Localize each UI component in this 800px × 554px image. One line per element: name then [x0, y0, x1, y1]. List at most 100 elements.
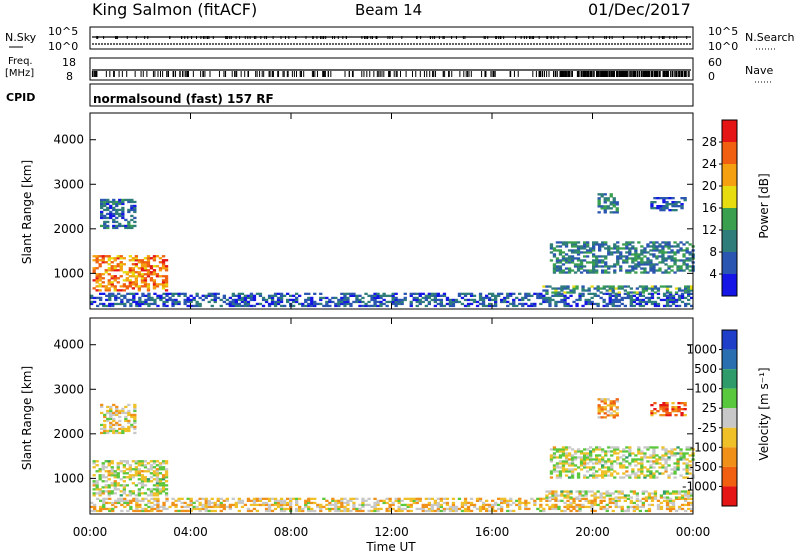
data-cell: [652, 448, 656, 451]
data-cell: [549, 259, 554, 262]
data-cell: [388, 505, 392, 509]
data-cell: [668, 499, 673, 502]
data-cell: [656, 289, 661, 292]
data-cell: [592, 474, 596, 477]
data-cell: [581, 494, 585, 497]
data-cell: [623, 296, 627, 300]
data-cell: [261, 497, 266, 500]
data-cell: [664, 458, 668, 461]
data-cell: [566, 296, 570, 300]
data-cell: [115, 431, 119, 435]
data-cell: [567, 249, 572, 252]
data-cell: [161, 468, 166, 471]
data-cell: [545, 490, 549, 493]
data-cell: [322, 505, 326, 509]
data-cell: [649, 261, 653, 264]
data-cell: [195, 300, 199, 304]
data-cell: [162, 300, 166, 304]
data-cell: [606, 207, 610, 210]
data-cell: [445, 296, 450, 300]
data-cell: [110, 460, 114, 463]
data-cell: [144, 302, 148, 306]
data-cell: [670, 257, 674, 260]
data-cell: [637, 255, 641, 258]
data-cell: [107, 269, 111, 272]
data-cell: [162, 292, 166, 295]
data-cell: [578, 296, 582, 300]
data-cell: [595, 456, 599, 459]
data-cell: [584, 289, 588, 292]
data-cell: [542, 507, 546, 511]
data-cell: [533, 292, 537, 295]
data-cell: [564, 452, 569, 455]
data-cell: [674, 406, 678, 409]
data-cell: [656, 292, 661, 295]
data-cell: [373, 304, 377, 308]
data-cell: [631, 247, 635, 250]
data-cell: [107, 474, 111, 477]
data-cell: [673, 452, 677, 455]
data-cell: [133, 210, 137, 214]
data-cell: [460, 509, 465, 513]
data-cell: [647, 509, 652, 513]
data-cell: [539, 497, 543, 500]
data-cell: [610, 454, 614, 457]
data-cell: [650, 492, 655, 495]
data-cell: [113, 486, 117, 489]
data-cell: [597, 410, 601, 413]
data-cell: [650, 294, 655, 297]
data-cell: [328, 507, 332, 511]
data-cell: [652, 472, 656, 475]
data-cell: [155, 273, 160, 276]
data-cell: [279, 296, 284, 300]
data-cell: [352, 294, 356, 297]
data-cell: [682, 476, 686, 479]
data-cell: [424, 298, 428, 302]
data-cell: [573, 243, 578, 246]
data-cell: [358, 507, 362, 511]
data-cell: [596, 287, 600, 290]
data-cell: [622, 454, 626, 457]
data-cell: [586, 255, 590, 258]
data-cell: [421, 505, 425, 509]
data-cell: [109, 411, 113, 415]
data-cell: [119, 269, 123, 272]
data-cell: [670, 255, 674, 258]
data-cell: [617, 496, 621, 499]
data-cell: [155, 474, 160, 477]
beam-title: Beam 14: [355, 1, 422, 19]
data-cell: [228, 300, 232, 304]
data-cell: [551, 294, 555, 297]
data-cell: [551, 503, 555, 507]
data-cell: [662, 496, 667, 499]
data-cell: [647, 298, 652, 302]
data-cell: [652, 253, 656, 256]
data-cell: [122, 486, 126, 489]
data-cell: [95, 486, 99, 489]
data-cell: [481, 304, 486, 308]
data-cell: [403, 497, 407, 500]
data-cell: [189, 294, 193, 297]
data-cell: [628, 476, 632, 479]
data-cell: [604, 257, 608, 260]
data-cell: [661, 448, 665, 451]
data-cell: [628, 253, 632, 256]
data-cell: [563, 304, 567, 308]
data-cell: [616, 472, 620, 475]
colorbar-tick-label: 12: [702, 223, 717, 237]
data-cell: [286, 497, 290, 500]
data-cell: [673, 263, 677, 266]
data-cell: [149, 267, 154, 270]
data-cell: [613, 243, 617, 246]
data-cell: [628, 271, 632, 274]
data-cell: [391, 503, 395, 507]
colorbar-tick-label: 28: [702, 135, 717, 149]
data-cell: [629, 304, 633, 308]
data-cell: [653, 304, 658, 308]
data-cell: [690, 509, 694, 513]
data-cell: [595, 454, 599, 457]
data-cell: [512, 509, 516, 513]
data-cell: [343, 296, 347, 300]
data-cell: [676, 267, 680, 270]
data-cell: [665, 302, 670, 306]
